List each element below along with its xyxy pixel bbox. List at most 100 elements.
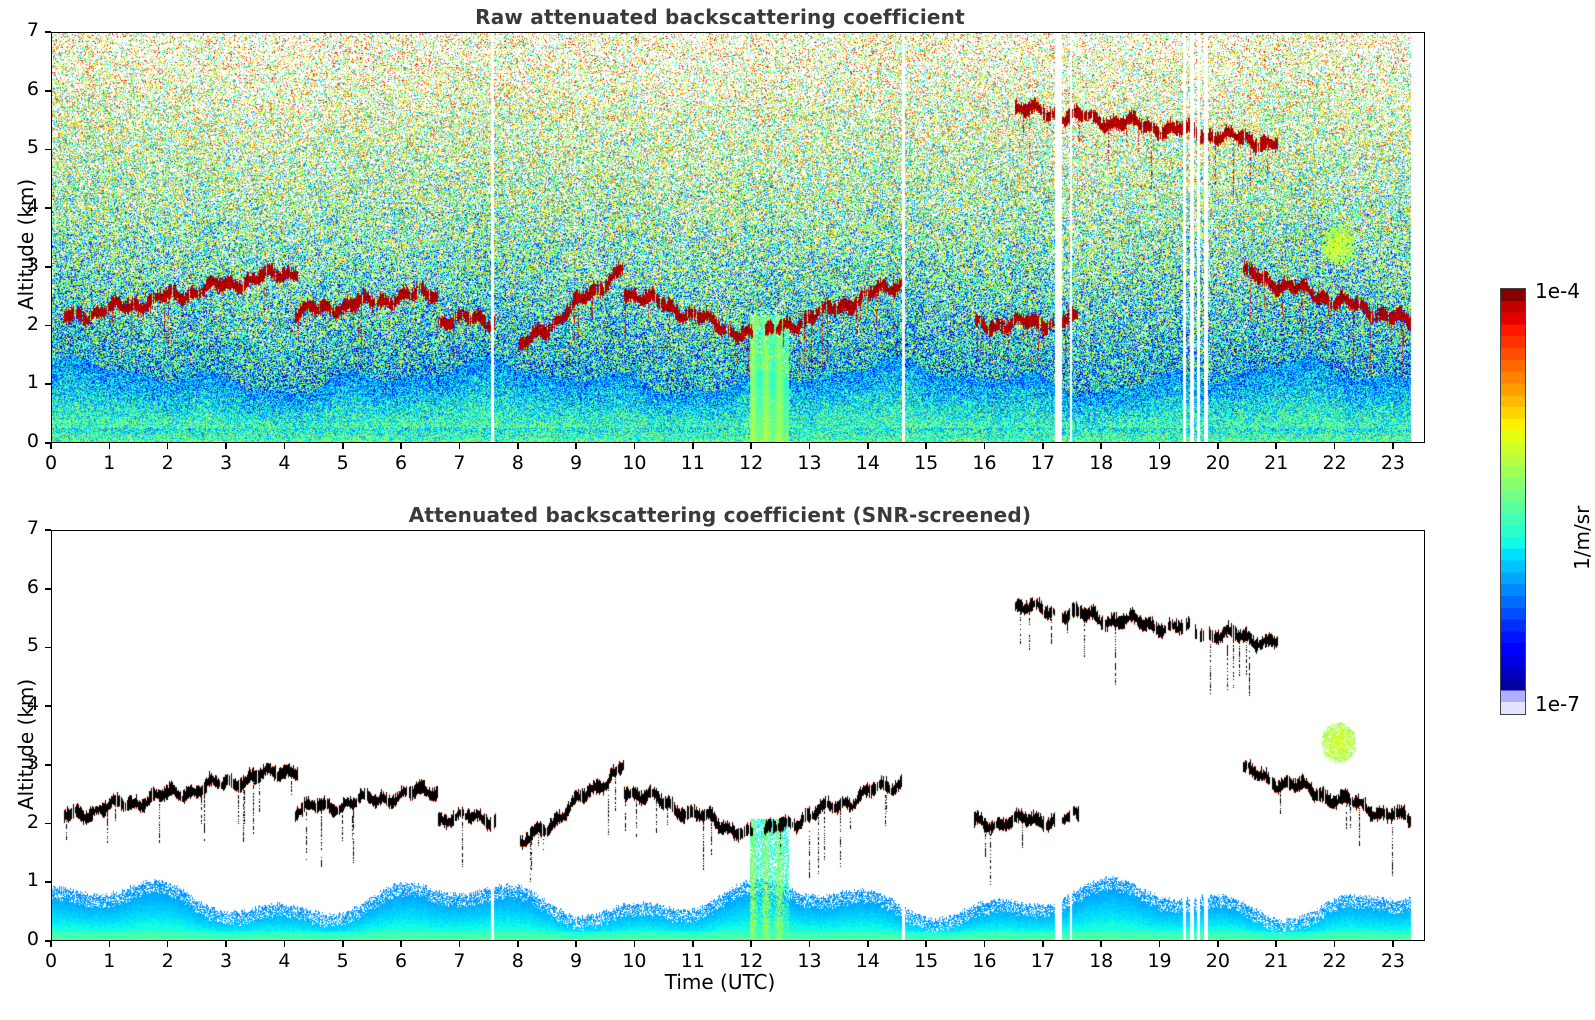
xtick-mark	[691, 443, 694, 449]
xtick-mark	[691, 941, 694, 947]
ytick-mark	[45, 383, 51, 386]
xtick-label: 21	[1264, 950, 1289, 972]
xtick-mark	[925, 941, 927, 947]
ytick-mark	[45, 587, 51, 590]
xtick-label: 0	[44, 950, 58, 972]
xtick-mark	[1392, 941, 1394, 947]
panel-screened-title: Attenuated backscattering coefficient (S…	[408, 503, 1032, 527]
xtick-mark	[108, 941, 111, 947]
ytick-label: 3	[26, 751, 39, 774]
xtick-label: 6	[395, 452, 408, 474]
xtick-mark	[516, 941, 519, 947]
ytick-label: 7	[26, 517, 39, 539]
xtick-mark	[283, 443, 286, 449]
ytick-label: 6	[26, 575, 39, 598]
xtick-label: 5	[336, 950, 349, 972]
ytick-mark	[45, 324, 51, 327]
xtick-mark	[225, 443, 227, 449]
xtick-mark	[808, 941, 811, 947]
ytick-label: 7	[26, 19, 39, 41]
ytick-mark	[45, 89, 51, 92]
ytick-label: 1	[26, 869, 39, 892]
xtick-mark	[1333, 941, 1336, 947]
xtick-label: 4	[278, 950, 291, 972]
ytick-label: 0	[26, 928, 39, 950]
panel-screened: Attenuated backscattering coefficient (S…	[0, 500, 1440, 1020]
xtick-label: 17	[1030, 950, 1055, 972]
xtick-label: 16	[972, 452, 997, 474]
xtick-mark	[1392, 443, 1394, 449]
ytick-mark	[45, 822, 51, 825]
xtick-mark	[867, 443, 869, 449]
ytick-mark	[45, 646, 51, 649]
xtick-mark	[1158, 443, 1161, 449]
colorbar: 1e-4 1e-7 1/m/sr	[1440, 0, 1595, 1020]
xtick-mark	[1333, 443, 1336, 449]
xtick-mark	[1217, 941, 1219, 947]
xtick-mark	[983, 443, 986, 449]
xtick-label: 16	[972, 950, 997, 972]
colorbar-min-label: 1e-7	[1535, 692, 1580, 716]
xtick-label: 23	[1380, 452, 1405, 474]
ytick-label: 5	[26, 634, 39, 657]
ytick-mark	[45, 705, 51, 707]
xtick-label: 11	[680, 950, 705, 972]
xtick-label: 5	[336, 452, 349, 474]
colorbar-gradient	[1500, 288, 1526, 715]
xtick-label: 15	[914, 950, 939, 972]
xtick-label: 10	[622, 452, 647, 474]
xtick-label: 1	[103, 452, 116, 474]
xtick-mark	[1042, 443, 1044, 449]
ytick-mark	[45, 266, 51, 268]
xtick-mark	[983, 941, 986, 947]
xtick-label: 23	[1380, 950, 1405, 972]
xtick-mark	[633, 941, 636, 947]
axis-label-x-screened: Time (UTC)	[664, 970, 776, 994]
xtick-label: 10	[622, 950, 647, 972]
xtick-label: 8	[511, 452, 524, 474]
xtick-label: 9	[570, 950, 583, 972]
xtick-label: 3	[219, 950, 233, 972]
xtick-mark	[1100, 443, 1102, 449]
xtick-label: 15	[914, 452, 939, 474]
ytick-mark	[45, 207, 51, 209]
xtick-mark	[1100, 941, 1102, 947]
xtick-label: 3	[219, 452, 233, 474]
xtick-mark	[1275, 443, 1278, 449]
xtick-label: 7	[453, 950, 466, 972]
xtick-mark	[1042, 941, 1044, 947]
xtick-label: 12	[739, 452, 764, 474]
xtick-label: 13	[797, 452, 822, 474]
heatmap-raw	[52, 33, 1424, 442]
ytick-label: 0	[26, 430, 39, 452]
xtick-mark	[808, 443, 811, 449]
xtick-label: 8	[511, 950, 524, 972]
xtick-mark	[1217, 443, 1219, 449]
ytick-mark	[45, 529, 51, 531]
xtick-mark	[575, 941, 577, 947]
xtick-label: 14	[855, 950, 880, 972]
ytick-label: 5	[26, 136, 39, 159]
xtick-label: 19	[1147, 950, 1172, 972]
xtick-mark	[50, 941, 52, 947]
xtick-mark	[341, 941, 344, 947]
xtick-mark	[750, 941, 752, 947]
xtick-mark	[633, 443, 636, 449]
heatmap-screened	[52, 531, 1424, 940]
ytick-label: 2	[26, 312, 39, 335]
xtick-mark	[1275, 941, 1278, 947]
ytick-mark	[45, 148, 51, 151]
xtick-mark	[575, 443, 577, 449]
xtick-mark	[750, 443, 752, 449]
xtick-label: 12	[739, 950, 764, 972]
ytick-label: 4	[26, 693, 39, 716]
xtick-label: 21	[1264, 452, 1289, 474]
plot-area-screened[interactable]	[51, 530, 1425, 941]
xtick-mark	[108, 443, 111, 449]
ytick-label: 1	[26, 371, 39, 394]
xtick-mark	[166, 941, 169, 947]
xtick-label: 6	[395, 950, 408, 972]
xtick-label: 14	[855, 452, 880, 474]
plot-area-raw[interactable]	[51, 32, 1425, 443]
